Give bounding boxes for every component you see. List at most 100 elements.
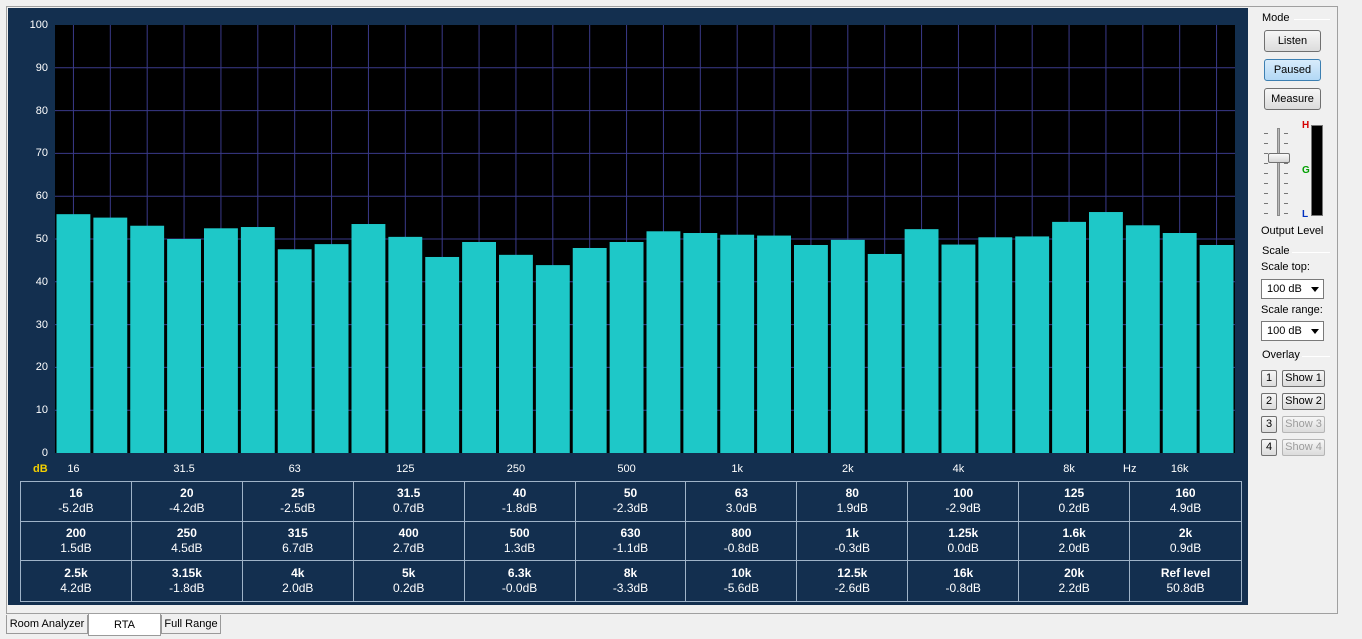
band-level: 4.2dB (60, 581, 92, 596)
band-readout-cell: 20 -4.2dB (131, 482, 243, 522)
band-frequency: 20k (1064, 566, 1085, 581)
divider (1294, 19, 1330, 20)
bar-1.6k (794, 244, 828, 453)
bar-6.3k (1015, 236, 1050, 453)
measure-button[interactable]: Measure (1264, 88, 1321, 110)
chevron-down-icon (1311, 329, 1319, 334)
band-frequency: 630 (620, 525, 641, 540)
y-tick-label: 80 (35, 104, 48, 117)
band-readout-cell: 315 6.7dB (242, 521, 354, 562)
band-readout-cell: 400 2.7dB (353, 521, 465, 562)
band-level: -5.2dB (58, 501, 94, 516)
band-level: -1.8dB (501, 501, 538, 516)
band-level: 0.0dB (947, 540, 979, 555)
overlay-4-button[interactable]: 4 (1261, 439, 1277, 456)
scale-range-label: Scale range: (1261, 304, 1323, 316)
y-unit-label: dB (33, 463, 48, 475)
show-overlay-2-button[interactable]: Show 2 (1282, 393, 1325, 410)
y-tick-label: 100 (29, 19, 48, 31)
band-level: 0.2dB (392, 581, 425, 596)
band-readout-cell: 2k 0.9dB (1130, 522, 1241, 562)
y-tick-label: 60 (35, 190, 48, 203)
band-frequency: 315 (287, 525, 308, 540)
bar-20 (93, 217, 128, 453)
band-frequency: 800 (731, 525, 752, 540)
tab-room-analyzer[interactable]: Room Analyzer (6, 615, 88, 634)
band-readout-cell: 100 -2.9dB (908, 482, 1020, 522)
output-level-meter (1311, 125, 1323, 216)
output-level-slider-thumb[interactable] (1268, 153, 1290, 163)
scale-top-select[interactable]: 100 dB (1261, 279, 1324, 299)
band-readout-cell: 6.3k -0.0dB (465, 561, 576, 601)
paused-button[interactable]: Paused (1264, 59, 1321, 81)
bar-125 (388, 236, 423, 453)
tab-full-range[interactable]: Full Range (161, 615, 221, 634)
y-tick-label: 70 (35, 147, 48, 160)
band-frequency: 2.5k (64, 566, 88, 581)
listen-button[interactable]: Listen (1264, 30, 1321, 52)
right-sidebar: Mode Listen Paused Measure H G L Output … (1254, 8, 1334, 605)
band-readout-cell: 250 4.5dB (131, 521, 243, 562)
band-frequency: 400 (398, 525, 419, 540)
scale-group-title: Scale (1262, 245, 1290, 257)
x-tick-label: 8k (1063, 463, 1075, 475)
bar-16 (56, 214, 91, 453)
band-readout-cell: 200 1.5dB (21, 521, 132, 562)
band-level: -2.6dB (834, 581, 870, 596)
overlay-3-button[interactable]: 3 (1261, 416, 1277, 433)
x-tick-label: 31.5 (173, 463, 195, 475)
spectrum-svg (55, 25, 1235, 453)
bar-2k (830, 239, 865, 453)
bar-1k (720, 234, 755, 453)
band-level: -0.3dB (834, 540, 870, 555)
overlay-1-button[interactable]: 1 (1261, 370, 1277, 387)
show-overlay-4-button[interactable]: Show 4 (1282, 439, 1325, 456)
bar-2.5k (867, 253, 902, 453)
band-readout-cell: 50 -2.3dB (575, 482, 687, 522)
bar-10k (1089, 212, 1123, 453)
band-frequency: 4k (291, 566, 305, 581)
bar-315 (535, 265, 570, 453)
band-readout-cell: 80 1.9dB (797, 482, 909, 522)
tab-rta[interactable]: RTA (88, 614, 161, 636)
band-frequency: 100 (953, 486, 974, 501)
band-readout-cell: 630 -1.1dB (575, 521, 687, 562)
band-level: 0.7dB (392, 501, 425, 516)
band-readout-cell: 160 4.9dB (1130, 482, 1241, 522)
bar-25 (130, 225, 165, 453)
band-level: 2.7dB (392, 540, 425, 555)
band-frequency: 16k (953, 566, 974, 581)
band-readout-cell: 1.25k 0.0dB (908, 521, 1020, 562)
band-level: -2.5dB (280, 501, 316, 516)
band-frequency: 200 (65, 525, 86, 540)
band-frequency: 16 (69, 486, 83, 501)
x-tick-label: 63 (288, 463, 301, 475)
bar-3.15k (904, 229, 939, 453)
band-readout-cell: 63 3.0dB (686, 482, 798, 522)
show-overlay-1-button[interactable]: Show 1 (1282, 370, 1325, 387)
band-level: 6.7dB (282, 540, 314, 555)
show-overlay-3-button[interactable]: Show 3 (1282, 416, 1325, 433)
x-tick-label: 16 (67, 463, 80, 475)
bar-100 (351, 224, 386, 453)
scale-range-select[interactable]: 100 dB (1261, 321, 1324, 341)
y-tick-label: 90 (35, 61, 48, 74)
band-frequency: 80 (845, 486, 859, 501)
band-level: -3.3dB (612, 581, 649, 596)
band-level: 1.9dB (836, 501, 868, 516)
band-frequency: 20 (180, 486, 194, 501)
band-readout-cell: 2.5k 4.2dB (21, 561, 132, 601)
band-frequency: 31.5 (396, 486, 421, 501)
scale-range-value: 100 dB (1267, 325, 1302, 337)
band-level: -0.8dB (723, 540, 760, 555)
divider (1302, 356, 1330, 357)
y-tick-label: 30 (35, 318, 48, 331)
overlay-group-title: Overlay (1262, 349, 1300, 361)
band-frequency: Ref level (1160, 566, 1211, 581)
y-tick-label: 0 (41, 447, 48, 459)
bar-160 (425, 256, 460, 453)
overlay-2-button[interactable]: 2 (1261, 393, 1277, 410)
band-frequency: 50 (623, 486, 638, 501)
bar-4k (941, 244, 976, 453)
output-level-slider-track[interactable] (1277, 128, 1280, 216)
